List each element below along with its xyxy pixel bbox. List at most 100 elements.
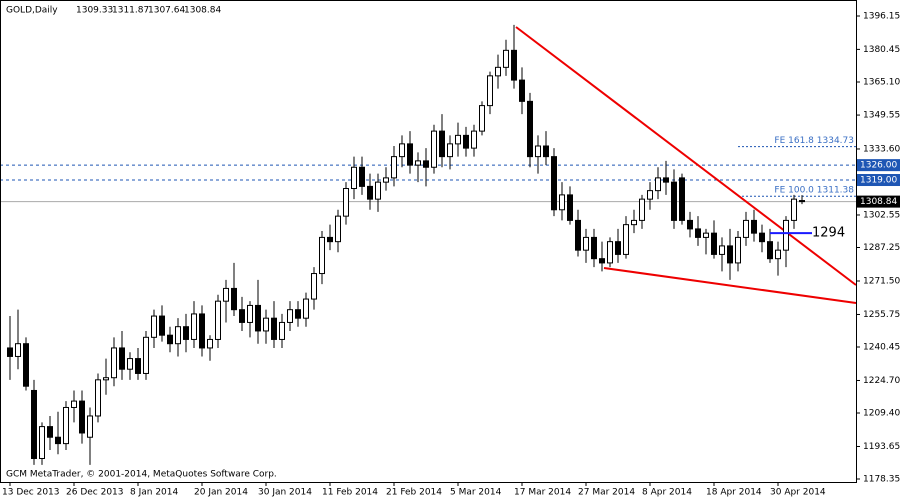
candle-body — [439, 130, 445, 158]
candle-body — [175, 326, 181, 345]
frame — [0, 0, 857, 483]
candle-body — [423, 160, 429, 168]
candle-body — [527, 100, 533, 158]
candle-body — [415, 160, 421, 166]
ohlc-close: 1308.84 — [184, 6, 221, 16]
candle-body — [39, 426, 45, 459]
candle-body — [383, 177, 389, 183]
candle-body — [311, 273, 317, 300]
level-label-box — [857, 174, 900, 187]
candle-body — [319, 236, 325, 275]
candle-body — [407, 143, 413, 166]
candle-body — [679, 177, 685, 221]
candle-body — [7, 347, 13, 357]
candle-body — [327, 236, 333, 243]
candle-body — [487, 75, 493, 107]
fibo-label: FE 161.8 1334.73 — [774, 136, 854, 146]
candle-body — [431, 130, 437, 168]
candle-body — [87, 415, 93, 438]
candle-body — [223, 287, 229, 302]
y-tick-label: 1224.70 — [863, 376, 900, 386]
candle-body — [183, 326, 189, 340]
candle-body — [551, 156, 557, 211]
candle-body — [231, 287, 237, 311]
candle-body — [727, 245, 733, 264]
candle-body — [215, 300, 221, 340]
footer: GCM MetaTrader, © 2001-2014, MetaQuotes … — [6, 470, 277, 480]
ohlc-high: 1311.87 — [112, 6, 149, 16]
candle-body — [23, 343, 29, 387]
candle-body — [751, 219, 757, 234]
candle-body — [191, 313, 197, 340]
price-label: 1308.84 — [860, 197, 897, 207]
candle-body — [703, 232, 709, 238]
candle-body — [599, 258, 605, 264]
y-tick-label: 1287.25 — [863, 243, 900, 253]
candle-body — [31, 389, 37, 459]
x-tick-label: 26 Dec 2013 — [66, 488, 124, 498]
candle-body — [695, 228, 701, 238]
candle-body — [399, 143, 405, 158]
symbol: GOLD,Daily — [6, 6, 58, 16]
y-tick-label: 1255.75 — [863, 310, 900, 320]
y-tick-label: 1209.40 — [863, 408, 900, 418]
candle-body — [471, 130, 477, 149]
candle-body — [607, 241, 613, 264]
candle-body — [495, 66, 501, 77]
candle-body — [63, 406, 69, 445]
x-tick-label: 30 Jan 2014 — [258, 488, 312, 498]
annotation-label: 1294 — [812, 226, 845, 241]
candle-body — [111, 347, 117, 379]
candle-body — [375, 181, 381, 200]
candle-body — [791, 198, 797, 221]
candle-body — [207, 338, 213, 349]
candle-body — [143, 336, 149, 374]
candle-body — [775, 249, 781, 260]
x-tick-label: 27 Mar 2014 — [578, 488, 635, 498]
candle-body — [575, 219, 581, 251]
candle-body — [167, 334, 173, 345]
candle-body — [199, 313, 205, 349]
y-tick-label: 1365.10 — [863, 78, 900, 88]
x-tick-label: 8 Jan 2014 — [130, 488, 178, 498]
candle-body — [767, 241, 773, 260]
candle-body — [567, 194, 573, 221]
candle-body — [479, 105, 485, 132]
candle-body — [343, 188, 349, 217]
price-label-box — [857, 195, 900, 208]
candle-body — [503, 49, 509, 68]
candle-body — [127, 358, 133, 370]
candle-body — [455, 134, 461, 145]
candle-body — [615, 241, 621, 255]
ohlc-open: 1309.33 — [76, 6, 113, 16]
candle-body — [151, 315, 157, 338]
candle-body — [391, 156, 397, 179]
candle-body — [447, 143, 453, 158]
candle-body — [711, 232, 717, 255]
candle-body — [367, 185, 373, 200]
ohlc-low: 1307.64 — [148, 6, 185, 16]
candle-body — [295, 309, 301, 319]
candle-body — [79, 400, 85, 434]
candle-body — [687, 219, 693, 230]
candle-body — [639, 198, 645, 221]
trend-line — [603, 267, 857, 304]
level-label: 1326.00 — [860, 161, 897, 171]
y-tick-label: 1240.45 — [863, 342, 900, 352]
candle-body — [583, 236, 589, 251]
x-tick-label: 5 Mar 2014 — [450, 488, 502, 498]
candle-body — [351, 166, 357, 190]
x-tick-label: 8 Apr 2014 — [642, 488, 692, 498]
candle-body — [463, 134, 469, 149]
y-tick-label: 1333.60 — [863, 144, 900, 154]
y-tick-label: 1396.15 — [863, 12, 900, 22]
candle-body — [735, 236, 741, 264]
level-label-box — [857, 159, 900, 172]
candle-body — [279, 321, 285, 340]
x-tick-label: 13 Dec 2013 — [2, 488, 60, 498]
candle-body — [783, 219, 789, 251]
candle-body — [511, 49, 517, 81]
candle-body — [103, 377, 109, 381]
